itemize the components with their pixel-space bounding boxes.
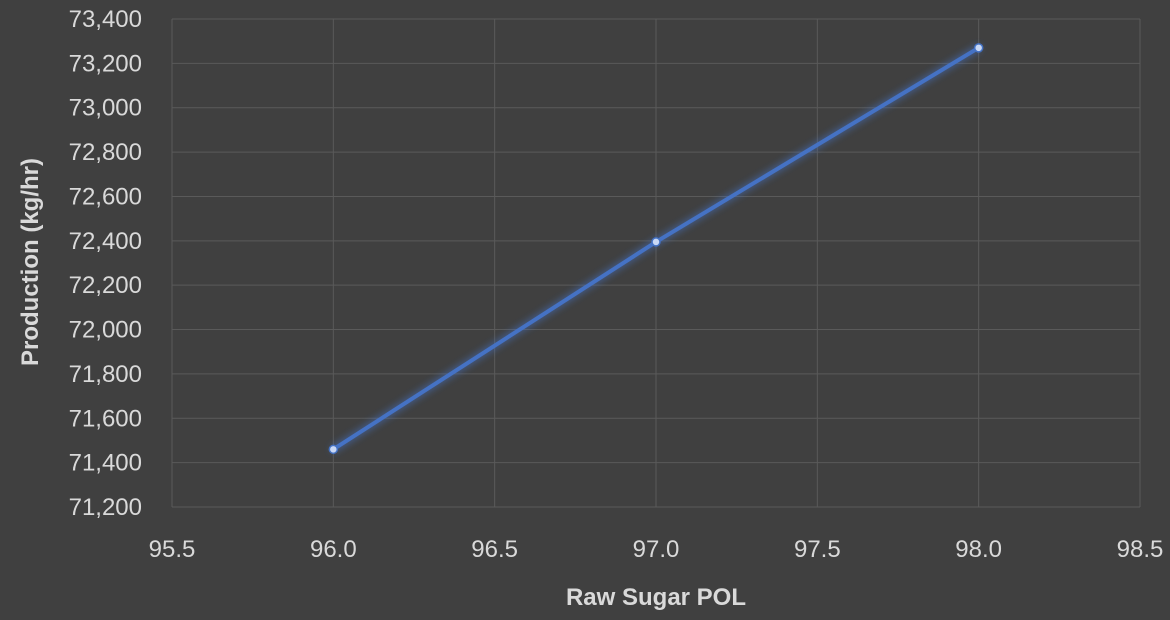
y-tick-label: 72,000 <box>69 317 142 344</box>
y-tick-label: 72,400 <box>69 228 142 255</box>
x-tick-label: 98.0 <box>955 536 1002 563</box>
y-tick-label: 71,200 <box>69 494 142 521</box>
series-layer <box>328 43 984 455</box>
x-tick-label: 97.0 <box>633 536 680 563</box>
x-tick-label: 98.5 <box>1117 536 1164 563</box>
y-axis-title: Production (kg/hr) <box>17 158 44 366</box>
x-tick-label: 96.0 <box>310 536 357 563</box>
y-tick-label: 73,400 <box>69 6 142 33</box>
y-axis-ticks: 71,200 71,400 71,600 71,800 72,000 72,200 72,4… <box>69 6 142 521</box>
grid <box>171 18 1141 508</box>
x-axis-title: Raw Sugar POL <box>566 584 746 611</box>
y-tick-label: 72,800 <box>69 139 142 166</box>
data-point <box>651 237 661 247</box>
x-axis-ticks: 95.5 96.0 96.5 97.0 97.5 98.0 98.5 <box>149 536 1164 563</box>
y-tick-label: 71,400 <box>69 450 142 477</box>
y-tick-label: 72,200 <box>69 272 142 299</box>
y-tick-label: 73,000 <box>69 95 142 122</box>
x-tick-label: 97.5 <box>794 536 841 563</box>
y-tick-label: 72,600 <box>69 183 142 210</box>
y-tick-label: 71,800 <box>69 361 142 388</box>
y-tick-label: 71,600 <box>69 405 142 432</box>
y-tick-label: 73,200 <box>69 50 142 77</box>
data-point <box>328 444 339 455</box>
x-tick-label: 95.5 <box>149 536 196 563</box>
x-tick-label: 96.5 <box>471 536 518 563</box>
data-point <box>973 43 984 53</box>
